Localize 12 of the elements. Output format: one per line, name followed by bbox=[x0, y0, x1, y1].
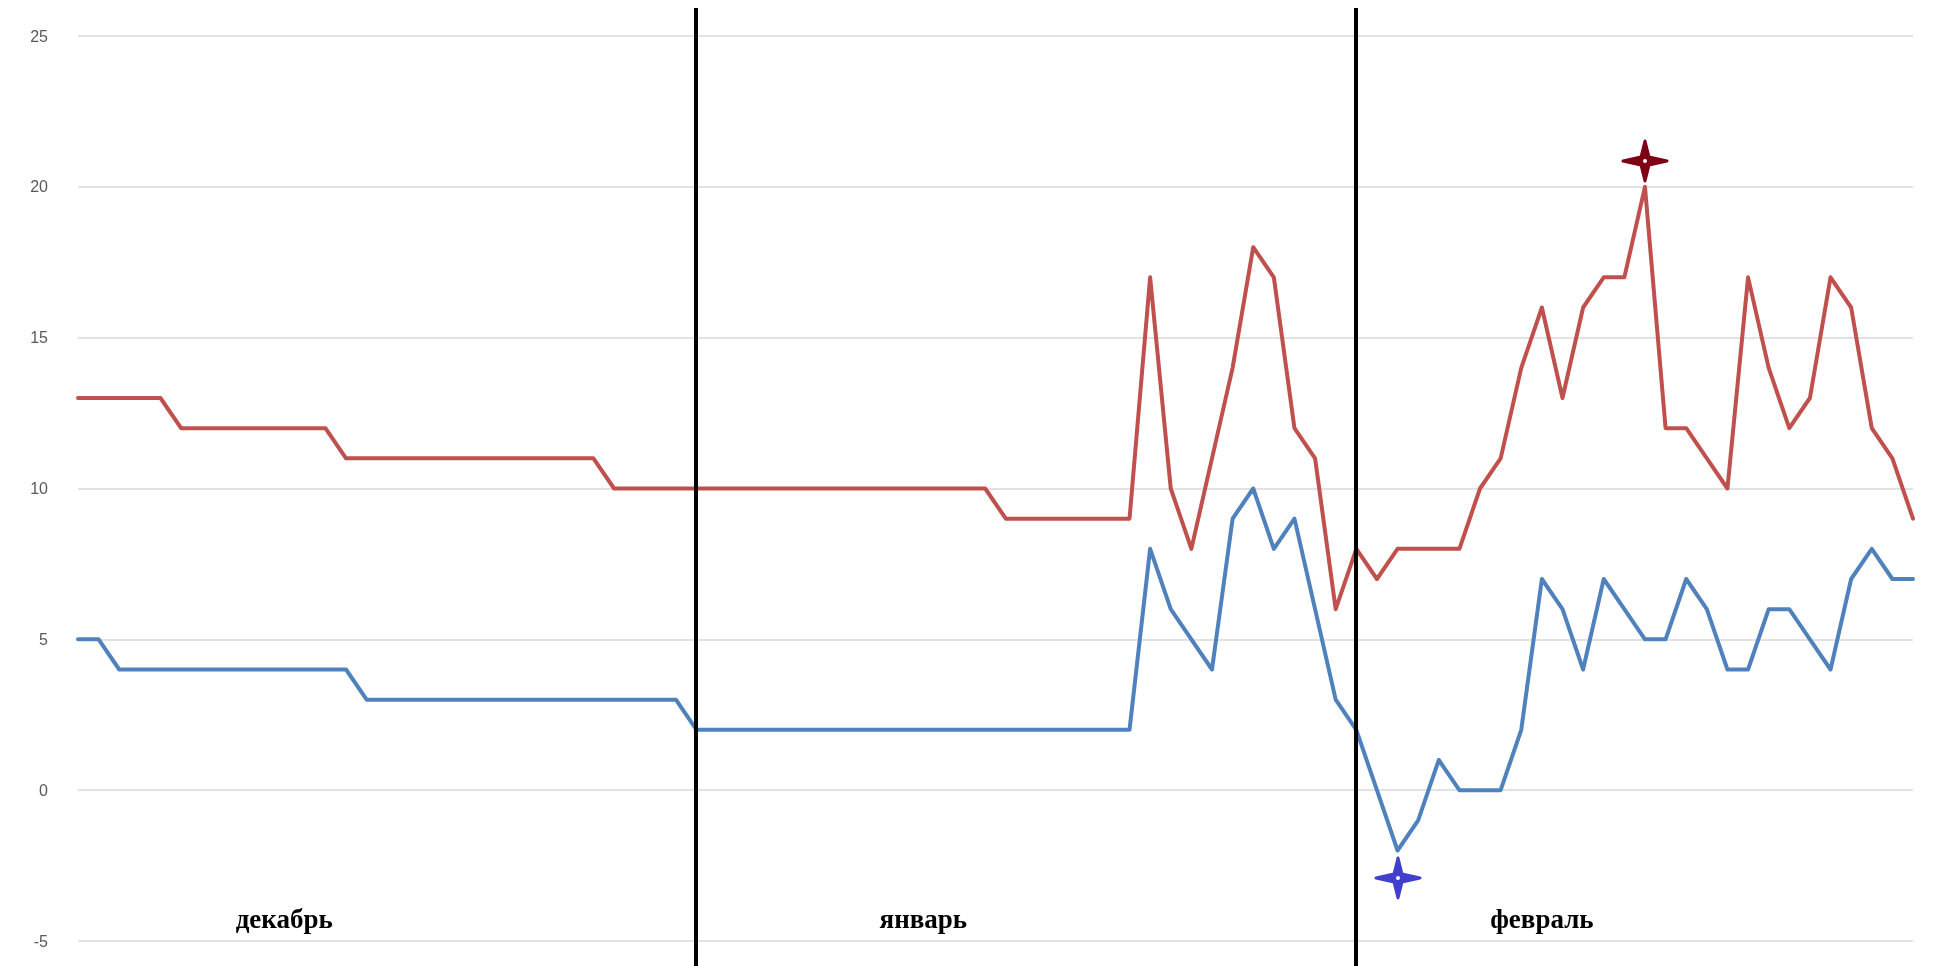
annotation: декабрь bbox=[235, 904, 333, 934]
y-tick-label: 5 bbox=[39, 630, 49, 648]
y-tick-label: 25 bbox=[30, 27, 49, 45]
y-tick-label: 20 bbox=[30, 178, 49, 196]
annotation: февраль bbox=[1490, 904, 1594, 934]
y-tick-label: 15 bbox=[30, 329, 49, 347]
annotation: январь bbox=[879, 904, 968, 934]
line-series bbox=[76, 486, 1915, 853]
y-tick-label: -5 bbox=[33, 932, 49, 950]
line-series bbox=[76, 184, 1915, 612]
y-tick-label: 0 bbox=[39, 781, 49, 799]
y-tick-label: 10 bbox=[30, 480, 49, 497]
